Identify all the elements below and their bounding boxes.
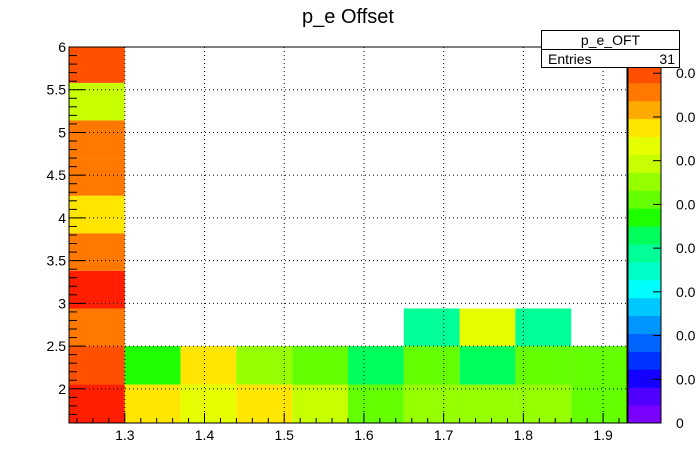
heatmap-cell <box>459 346 516 385</box>
heatmap-cell <box>124 346 181 385</box>
y-tick-label: 4 <box>58 210 66 226</box>
stats-box: p_e_OFT Entries 31 <box>541 30 680 68</box>
y-tick-label: 2 <box>58 381 66 397</box>
palette-swatch <box>628 243 661 263</box>
palette-swatch <box>628 315 661 334</box>
palette-swatch <box>628 82 661 102</box>
y-tick-label: 6 <box>58 39 66 55</box>
y-tick-label: 5 <box>58 124 66 140</box>
palette-swatch <box>628 351 661 370</box>
heatmap-cell <box>403 346 460 385</box>
x-tick-label: 1.6 <box>354 427 374 443</box>
palette-swatch <box>628 136 661 155</box>
x-tick-label: 1.7 <box>434 427 454 443</box>
palette-swatch <box>628 172 661 191</box>
heatmap-cell <box>236 384 293 423</box>
color-axis-label: 0 <box>676 415 684 431</box>
palette-swatch <box>628 154 661 173</box>
heatmap-cell <box>459 308 516 347</box>
heatmap-cell <box>348 346 404 385</box>
heatmap-cell <box>403 308 460 347</box>
heatmap-cell <box>69 270 125 309</box>
entries-label: Entries <box>548 51 592 67</box>
color-axis-label: 0.000 <box>676 371 696 387</box>
y-tick-label: 5.5 <box>47 82 67 98</box>
y-tick-label: 3 <box>58 295 66 311</box>
heatmap-cell <box>180 384 237 423</box>
color-axis-label: 0.002 <box>676 240 696 256</box>
heatmap-cell <box>69 195 125 234</box>
x-tick-label: 1.8 <box>514 427 534 443</box>
y-tick-label: 3.5 <box>47 253 67 269</box>
x-tick-label: 1.9 <box>593 427 613 443</box>
stats-entries-row: Entries 31 <box>542 50 679 68</box>
heatmap-cell <box>292 384 348 423</box>
heatmap-cell <box>69 47 125 83</box>
heatmap-cell <box>571 384 627 423</box>
x-tick-label: 1.3 <box>115 427 135 443</box>
color-axis-label: 0.001 <box>676 284 696 300</box>
color-palette <box>627 46 662 424</box>
heatmap-cell <box>69 120 125 159</box>
color-axis-label: 0.003 <box>676 153 696 169</box>
heatmap-cell <box>236 346 293 385</box>
color-axis-label: 0.002 <box>676 196 696 212</box>
heatmap-cell <box>124 384 181 423</box>
heatmap-cell <box>292 346 348 385</box>
heatmap-cell <box>69 233 125 271</box>
stats-name: p_e_OFT <box>542 31 679 50</box>
entries-value: 31 <box>659 51 675 67</box>
chart-title: p_e Offset <box>302 6 394 28</box>
heatmap-cell <box>403 384 460 423</box>
palette-swatch <box>628 118 661 138</box>
heatmap-cell <box>459 384 516 423</box>
heatmap-cell <box>515 308 572 347</box>
x-tick-label: 1.5 <box>274 427 294 443</box>
y-tick-label: 2.5 <box>47 338 67 354</box>
palette-swatch <box>628 387 661 406</box>
heatmap-cell <box>571 346 627 385</box>
palette-swatch <box>628 226 661 245</box>
heatmap-cell <box>69 82 125 121</box>
heatmap-cell <box>69 384 125 423</box>
palette-swatch <box>628 369 661 388</box>
color-axis-label: 0.001 <box>676 328 696 344</box>
heatmap-cell <box>515 346 572 385</box>
x-axis: 1.3 1.4 1.5 1.6 1.7 1.8 1.9 <box>76 413 620 443</box>
heatmap-cell <box>69 308 125 347</box>
palette-swatch <box>628 100 661 120</box>
color-axis-label: 0.004 <box>676 65 696 81</box>
x-tick-label: 1.4 <box>195 427 215 443</box>
heatmap-cells <box>69 47 627 423</box>
heatmap-cell <box>515 384 572 423</box>
palette-swatch <box>628 297 661 317</box>
y-axis: 2 2.5 3 3.5 4 4.5 5 5.5 6 <box>47 39 85 415</box>
heatmap-cell <box>348 384 404 423</box>
palette-swatch <box>628 190 661 209</box>
palette-swatch <box>628 405 661 424</box>
color-axis-label: 0.003 <box>676 109 696 125</box>
palette-swatch <box>628 333 661 352</box>
color-axis: 0 0.000 0.001 0.001 0.002 0.002 0.003 0.003 0.00… <box>653 65 696 431</box>
palette-swatch <box>628 208 661 227</box>
heatmap-cell <box>69 158 125 196</box>
palette-swatch <box>628 64 661 84</box>
palette-swatch <box>628 261 661 281</box>
heatmap-cell <box>69 346 125 385</box>
y-tick-label: 4.5 <box>47 167 67 183</box>
heatmap-cell <box>180 346 237 385</box>
palette-swatch <box>628 279 661 299</box>
